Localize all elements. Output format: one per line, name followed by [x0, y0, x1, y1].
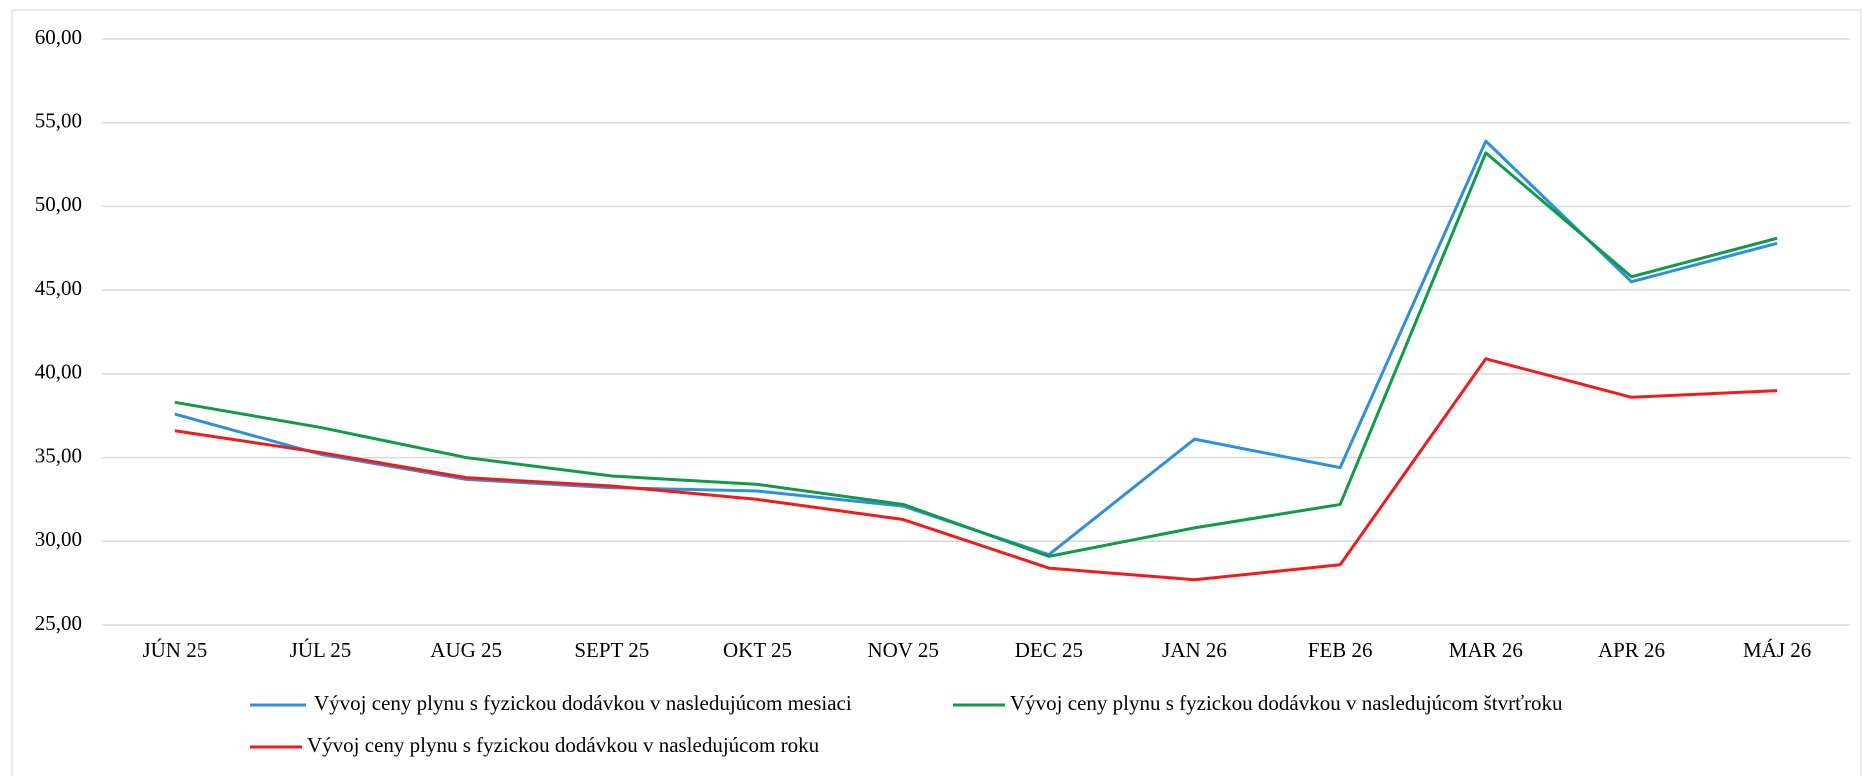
x-tick-label: APR 26 [1598, 638, 1665, 662]
x-tick-label: JÚL 25 [290, 638, 352, 662]
x-tick-label: SEPT 25 [574, 638, 649, 662]
x-tick-label: OKT 25 [723, 638, 792, 662]
x-tick-label: MAR 26 [1449, 638, 1523, 662]
x-tick-label: JAN 26 [1162, 638, 1227, 662]
y-tick-label: 55,00 [35, 109, 82, 133]
legend-label: Vývoj ceny plynu s fyzickou dodávkou v n… [1010, 691, 1563, 715]
y-tick-label: 40,00 [35, 360, 82, 384]
x-tick-label: NOV 25 [867, 638, 938, 662]
chart-frame [11, 9, 1862, 776]
x-tick-label: MÁJ 26 [1743, 638, 1811, 662]
x-tick-label: AUG 25 [430, 638, 502, 662]
y-tick-label: 30,00 [35, 527, 82, 551]
x-tick-label: FEB 26 [1308, 638, 1373, 662]
x-tick-label: DEC 25 [1015, 638, 1083, 662]
series-line [174, 151, 1778, 558]
series-line [174, 357, 1778, 582]
series-line [174, 139, 1778, 557]
legend-label: Vývoj ceny plynu s fyzickou dodávkou v n… [314, 691, 852, 715]
x-tick-label: JÚN 25 [142, 638, 207, 662]
y-tick-label: 35,00 [35, 443, 82, 467]
y-tick-label: 50,00 [35, 192, 82, 216]
y-tick-label: 60,00 [35, 25, 82, 49]
legend-label: Vývoj ceny plynu s fyzickou dodávkou v n… [307, 733, 820, 757]
y-tick-label: 25,00 [35, 611, 82, 635]
y-tick-label: 45,00 [35, 276, 82, 300]
